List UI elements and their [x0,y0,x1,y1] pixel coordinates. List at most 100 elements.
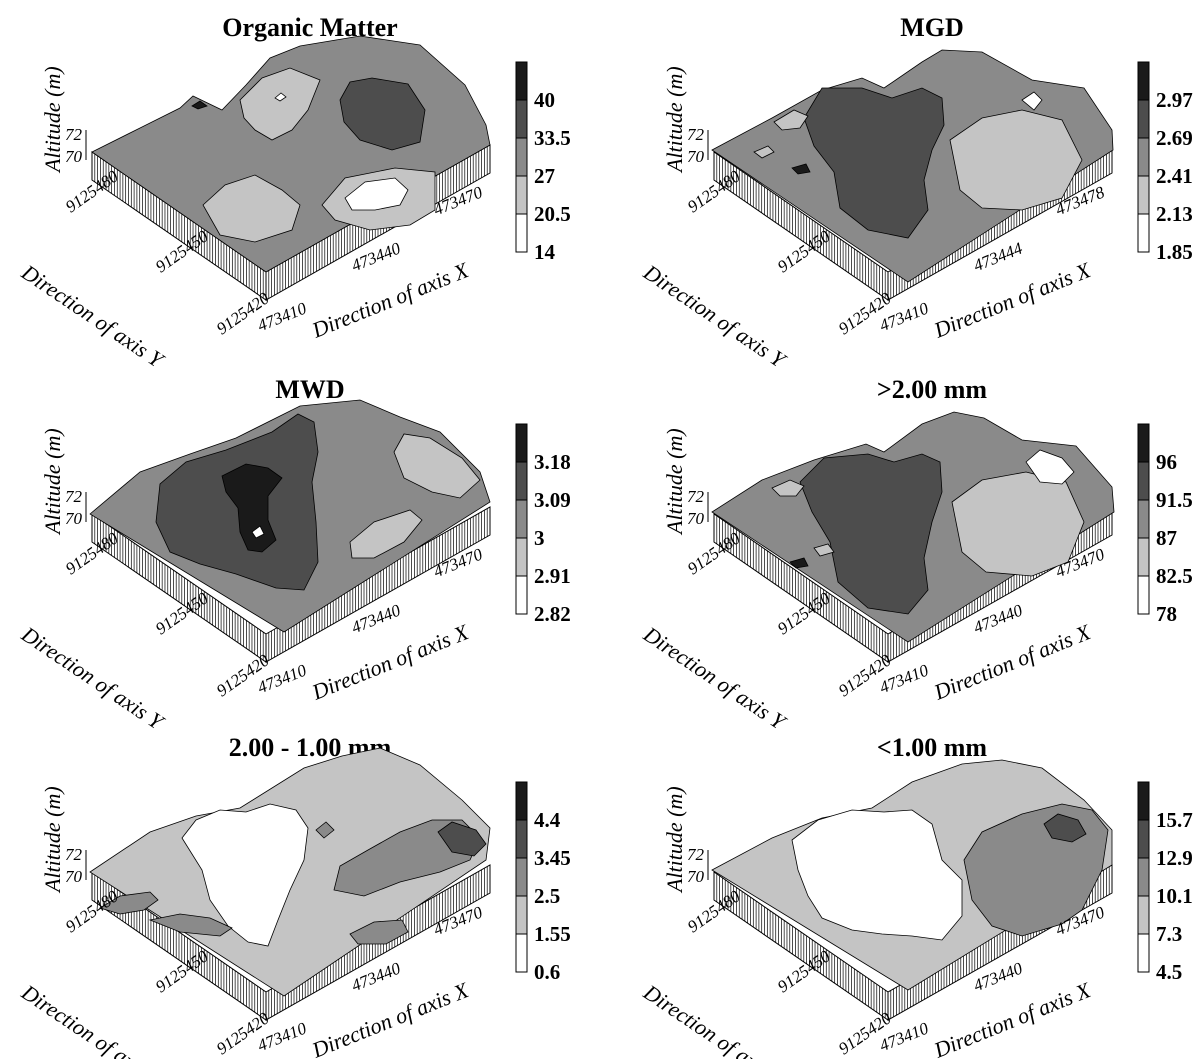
z-tick-label: 72 [687,487,705,506]
legend-swatch [515,423,528,463]
contour-region [181,803,309,947]
legend-label: 2.41 [1156,164,1193,188]
contour-region [251,525,265,539]
legend-label: 7.3 [1156,922,1182,946]
legend-label: 3.45 [534,846,571,870]
legend-swatch [1137,781,1150,821]
legend-label: 4.4 [534,808,561,832]
contour-region [771,479,805,497]
legend-swatch [1137,99,1150,139]
contour-region [791,809,963,941]
legend-label: 27 [534,164,555,188]
legend-swatch [515,575,528,615]
legend-label: 78 [1156,602,1177,626]
chart-title: >2.00 mm [877,375,987,404]
legend-swatch [1137,537,1150,577]
z-tick-label: 72 [687,845,705,864]
contour-region [437,821,487,857]
legend-swatch [1137,575,1150,615]
legend-swatch [1137,499,1150,539]
legend-swatch [1137,137,1150,177]
chart-title: <1.00 mm [877,733,987,762]
legend-label: 2.69 [1156,126,1193,150]
y-axis-label: Direction of axis Y [638,621,792,736]
z-axis-label: Altitude (m) [662,786,687,894]
z-tick-label: 70 [65,147,83,166]
legend-label: 3.18 [534,450,571,474]
legend-label: 3 [534,526,545,550]
legend-swatch [515,461,528,501]
y-axis-label: Direction of axis Y [638,979,792,1059]
z-tick-label: 72 [65,125,83,144]
contour-region [191,100,208,110]
contour-region [349,919,409,945]
contour-region [202,174,301,243]
y-axis-label: Direction of axis Y [16,621,170,736]
y-axis-label: Direction of axis Y [16,259,170,374]
z-tick-label: 72 [687,125,705,144]
legend-swatch [1137,895,1150,935]
z-axis-label: Altitude (m) [40,786,65,894]
legend-label: 82.5 [1156,564,1193,588]
legend-swatch [515,99,528,139]
legend-label: 1.85 [1156,240,1193,264]
contour-region [789,557,809,569]
contour-region [951,471,1085,577]
legend-label: 2.5 [534,884,560,908]
z-axis-label: Altitude (m) [662,66,687,174]
x-axis-label: Direction of axis X [930,619,1096,705]
contour-region [239,67,321,141]
legend-swatch [1137,819,1150,859]
legend-label: 2.91 [534,564,571,588]
legend-label: 2.97 [1156,88,1193,112]
contour-region [753,145,775,159]
legend-swatch [515,895,528,935]
legend-swatch [1137,175,1150,215]
contour-region [799,453,943,615]
z-tick-label: 70 [687,509,705,528]
legend-swatch [515,537,528,577]
legend-label: 2.82 [534,602,571,626]
legend-swatch [1137,461,1150,501]
x-axis-label: Direction of axis X [930,257,1096,343]
legend-label: 4.5 [1156,960,1182,984]
z-tick-label: 70 [65,867,83,886]
contour-region [99,891,159,915]
legend-label: 3.09 [534,488,571,512]
legend-label: 91.5 [1156,488,1193,512]
legend-swatch [515,175,528,215]
legend-label: 0.6 [534,960,560,984]
z-tick-label: 72 [65,845,83,864]
legend-label: 14 [534,240,556,264]
contour-region [803,87,945,239]
contour-region [1021,91,1043,111]
z-tick-label: 70 [65,509,83,528]
contour-region [773,109,809,131]
z-axis-label: Altitude (m) [40,428,65,536]
legend-swatch [515,781,528,821]
legend-swatch [1137,857,1150,897]
legend-label: 15.7 [1156,808,1193,832]
contour-region [339,77,426,151]
x-axis-label: Direction of axis X [930,977,1096,1059]
legend-swatch [1137,61,1150,101]
contour-region [221,463,283,553]
contour-region [1043,813,1087,843]
contour-region [393,433,481,499]
contour-region [949,109,1083,211]
z-tick-label: 72 [65,487,83,506]
z-tick-label: 70 [687,867,705,886]
legend-swatch [515,213,528,253]
chart-title: MWD [275,375,344,404]
legend-swatch [515,933,528,973]
legend-swatch [515,819,528,859]
contour-region [1025,449,1075,485]
legend-label: 1.55 [534,922,571,946]
legend-label: 87 [1156,526,1177,550]
x-axis-label: Direction of axis X [308,619,474,705]
z-axis-label: Altitude (m) [40,66,65,174]
